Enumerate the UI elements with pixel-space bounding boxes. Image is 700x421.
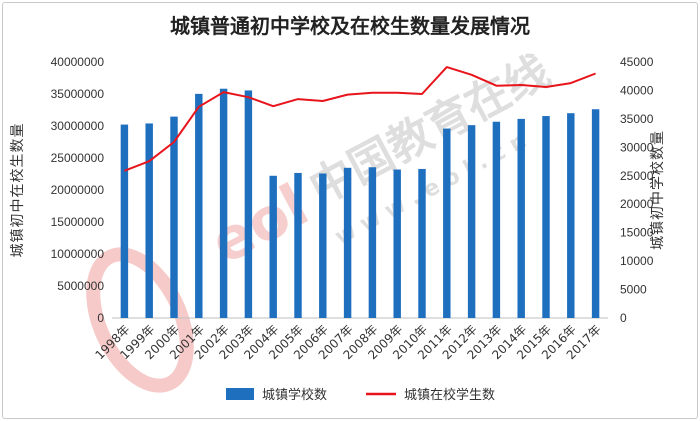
bar — [294, 172, 302, 318]
y2-tick-label: 10000 — [620, 254, 654, 268]
y-tick-label: 25000000 — [51, 151, 105, 165]
y2-tick-label: 0 — [620, 311, 627, 325]
y-tick-label: 20000000 — [51, 183, 105, 197]
y-tick-label: 15000000 — [51, 215, 105, 229]
bar — [145, 123, 153, 318]
legend: 城镇学校数 城镇在校学生数 — [226, 387, 495, 403]
bar — [492, 121, 501, 318]
y2-tick-label: 30000 — [620, 140, 654, 154]
y-tick-label: 30000000 — [51, 119, 105, 133]
y2-tick-label: 40000 — [620, 83, 654, 97]
chart-title: 城镇普通初中学校及在校生数量发展情况 — [170, 14, 530, 38]
bar — [219, 88, 228, 318]
bar — [170, 116, 178, 318]
bar — [368, 167, 377, 318]
y2-tick-label: 35000 — [620, 112, 654, 126]
bar — [567, 113, 575, 318]
y-tick-label: 5000000 — [57, 279, 104, 293]
y-axis-title: 城镇初中在校生数量 — [9, 123, 26, 258]
bar — [467, 125, 476, 318]
bar — [393, 169, 401, 318]
bar — [343, 167, 352, 318]
y2-tick-label: 20000 — [620, 197, 654, 211]
bar — [418, 168, 426, 318]
legend-label-bars: 城镇学校数 — [262, 387, 327, 403]
watermark-logo-ring — [86, 247, 194, 393]
y2-tick-label: 45000 — [620, 55, 654, 69]
bar — [120, 124, 129, 318]
y2-tick-label: 25000 — [620, 169, 654, 183]
y-tick-label: 10000000 — [51, 247, 105, 261]
bar — [591, 109, 600, 319]
bar — [244, 90, 253, 318]
y2-tick-label: 5000 — [620, 283, 647, 297]
y-tick-label: 35000000 — [51, 87, 105, 101]
bar — [319, 173, 327, 318]
bar — [517, 118, 525, 318]
bar — [443, 128, 451, 318]
y-tick-label: 0 — [97, 311, 104, 325]
y-tick-label: 40000000 — [51, 55, 105, 69]
bar — [195, 93, 203, 318]
legend-label-line: 城镇在校学生数 — [404, 387, 495, 403]
bar — [269, 175, 277, 318]
bar — [542, 116, 550, 319]
y2-tick-label: 15000 — [620, 226, 654, 240]
y2-axis-title: 城镇初中学校数量 — [649, 130, 666, 250]
series-line — [124, 66, 596, 172]
legend-swatch-bars — [226, 388, 254, 400]
